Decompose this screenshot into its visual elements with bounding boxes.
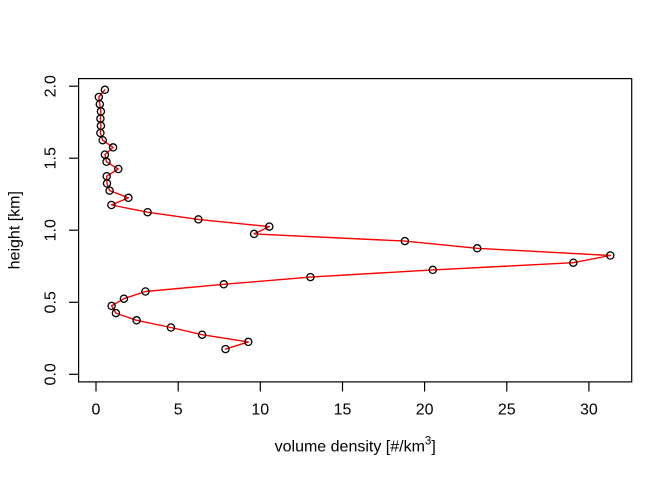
svg-text:20: 20 xyxy=(416,401,434,418)
svg-text:0.5: 0.5 xyxy=(43,291,60,313)
svg-text:volume density [#/km3]: volume density [#/km3] xyxy=(275,436,436,456)
svg-text:15: 15 xyxy=(334,401,352,418)
svg-text:30: 30 xyxy=(580,401,598,418)
svg-text:0: 0 xyxy=(92,401,101,418)
svg-text:25: 25 xyxy=(498,401,516,418)
svg-text:2.0: 2.0 xyxy=(43,75,60,97)
svg-text:5: 5 xyxy=(174,401,183,418)
svg-text:height [km]: height [km] xyxy=(7,191,24,269)
svg-text:1.0: 1.0 xyxy=(43,219,60,241)
svg-text:1.5: 1.5 xyxy=(43,147,60,169)
svg-text:10: 10 xyxy=(251,401,269,418)
svg-text:0.0: 0.0 xyxy=(43,363,60,385)
